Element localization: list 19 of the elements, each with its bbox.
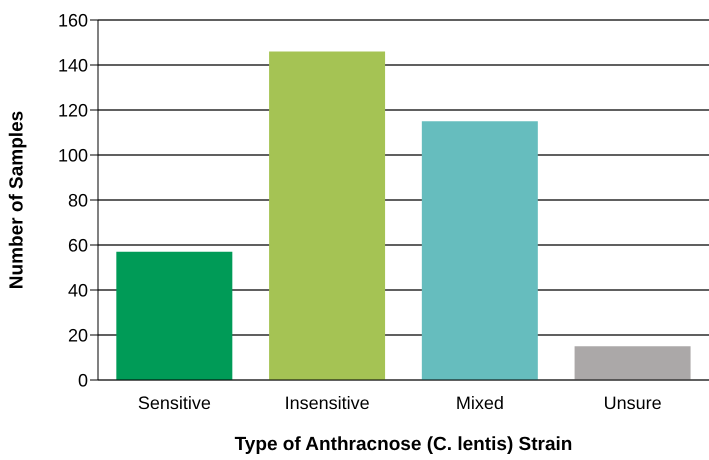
x-tick-label: Sensitive: [138, 392, 211, 413]
x-tick-label: Insensitive: [284, 392, 370, 413]
y-tick-label: 20: [68, 325, 88, 346]
y-tick-label: 120: [58, 100, 88, 120]
y-tick-label: 40: [68, 280, 88, 300]
y-tick-label: 140: [58, 55, 88, 76]
y-tick-label: 0: [78, 370, 88, 390]
y-tick-label: 60: [68, 235, 88, 256]
bar: [422, 121, 538, 380]
x-axis-title: Type of Anthracnose (C. lentis) Strain: [234, 434, 572, 455]
x-tick-label: Mixed: [456, 392, 504, 413]
bar: [574, 346, 691, 380]
y-tick-label: 160: [58, 10, 88, 30]
y-axis-title: Number of Samples: [6, 110, 28, 290]
x-tick-label: Unsure: [604, 392, 662, 413]
bar: [116, 252, 232, 380]
bar: [269, 52, 386, 380]
y-tick-label: 80: [68, 190, 88, 210]
y-tick-label: 100: [58, 145, 88, 166]
